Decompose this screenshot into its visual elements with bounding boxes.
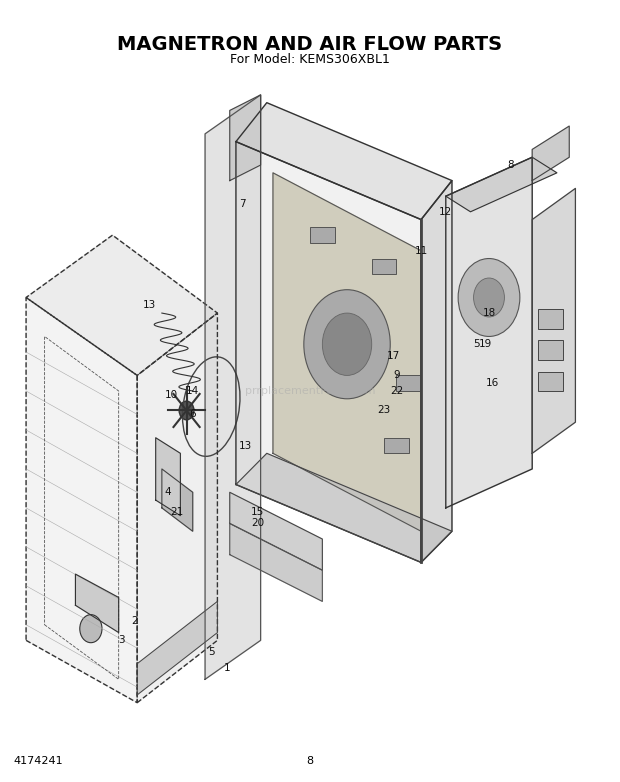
Text: MAGNETRON AND AIR FLOW PARTS: MAGNETRON AND AIR FLOW PARTS [117,34,503,54]
Polygon shape [156,438,180,515]
Polygon shape [446,157,532,508]
Circle shape [179,401,194,420]
Text: For Model: KEMS306XBL1: For Model: KEMS306XBL1 [230,53,390,66]
Polygon shape [236,142,421,562]
Text: 6: 6 [190,409,196,419]
Polygon shape [446,157,557,212]
Bar [384,438,409,454]
Text: 9: 9 [393,371,400,380]
Text: 17: 17 [387,351,400,361]
Circle shape [80,615,102,643]
Bar [538,340,563,360]
Text: 15: 15 [251,507,264,517]
Polygon shape [532,126,569,181]
Bar [396,375,421,391]
Text: 4: 4 [165,487,171,497]
Text: 23: 23 [378,406,391,415]
Circle shape [458,259,520,336]
Polygon shape [532,188,575,454]
Text: 5: 5 [473,339,480,350]
Bar [538,309,563,328]
Text: 19: 19 [479,339,492,350]
Text: 18: 18 [482,308,495,318]
Polygon shape [236,454,452,562]
Polygon shape [26,297,137,703]
Text: 13: 13 [239,440,252,450]
Polygon shape [273,173,421,531]
Text: 20: 20 [251,518,264,529]
Text: 7: 7 [239,199,246,209]
Polygon shape [236,102,452,220]
Polygon shape [137,313,218,703]
Polygon shape [26,235,218,375]
Polygon shape [421,181,452,562]
Polygon shape [230,493,322,570]
Text: 14: 14 [186,386,200,396]
Text: 4174241: 4174241 [14,756,63,766]
Bar [310,228,335,243]
Text: 8: 8 [306,756,314,766]
Polygon shape [137,601,218,695]
Text: 13: 13 [143,300,156,310]
Polygon shape [230,523,322,601]
Text: 12: 12 [439,206,453,217]
Text: 11: 11 [415,246,428,256]
Circle shape [322,313,372,375]
Polygon shape [205,95,260,680]
Text: 1: 1 [223,662,230,673]
Polygon shape [162,469,193,531]
Polygon shape [76,574,118,633]
Text: prrplacementParts.com: prrplacementParts.com [245,386,375,396]
Bar [372,259,396,274]
Polygon shape [230,95,260,181]
Text: 5: 5 [208,647,215,657]
Text: 10: 10 [164,390,178,400]
Bar [538,371,563,391]
Circle shape [474,278,505,317]
Circle shape [304,289,390,399]
Text: 2: 2 [131,616,138,626]
Text: 16: 16 [485,378,498,388]
Text: 3: 3 [118,635,125,645]
Text: 8: 8 [507,160,514,170]
Text: 21: 21 [170,507,184,517]
Text: 22: 22 [390,386,403,396]
